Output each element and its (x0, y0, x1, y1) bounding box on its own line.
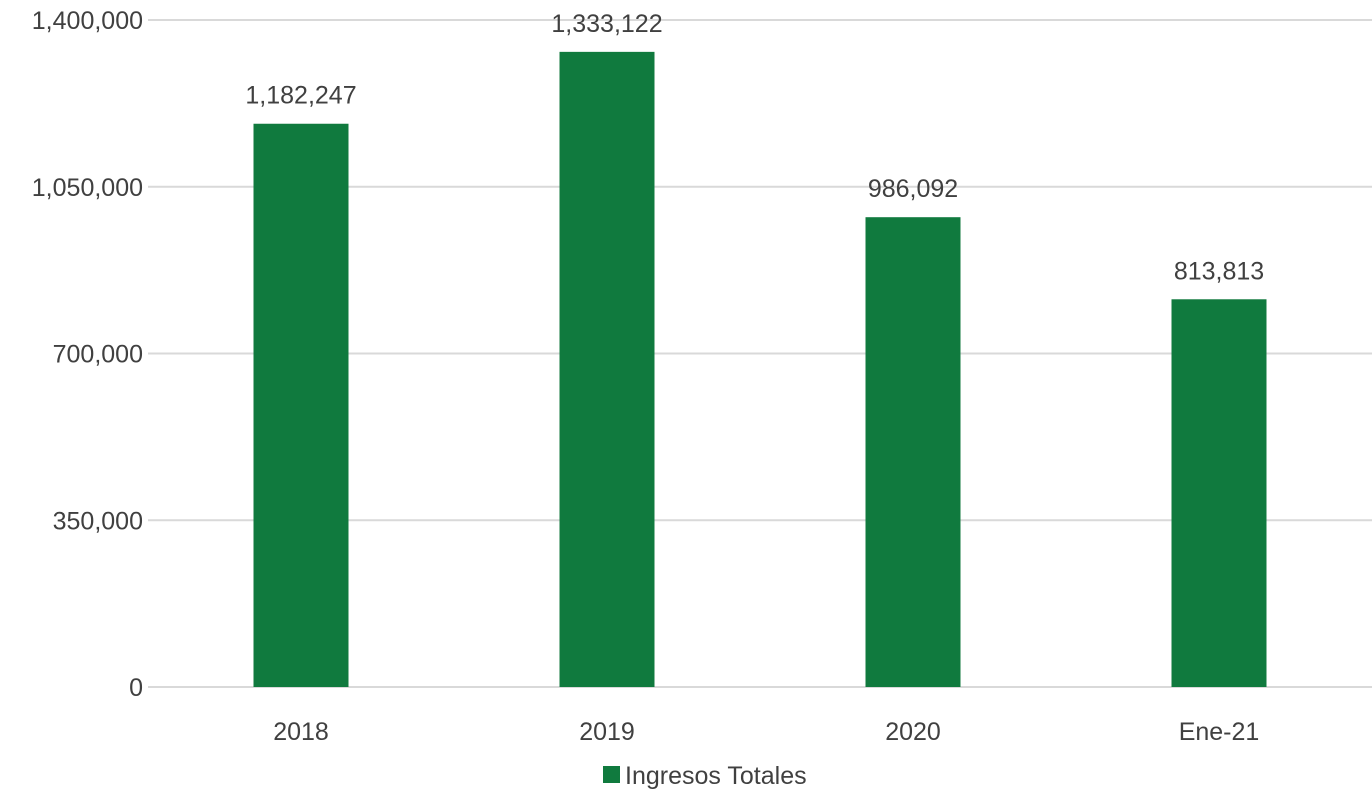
bar (559, 51, 655, 687)
gridlines (148, 19, 1372, 688)
y-axis-tick-labels: 0 350,000 700,000 1,050,000 1,400,000 (32, 7, 143, 702)
data-labels: 1,182,247 1,333,122 986,092 813,813 (245, 10, 1264, 285)
y-tick-label: 0 (129, 674, 143, 702)
data-label: 813,813 (1174, 257, 1264, 285)
data-label: 1,182,247 (245, 82, 356, 110)
x-category-label: 2019 (579, 718, 635, 746)
x-category-label: 2020 (885, 718, 941, 746)
y-tick-label: 1,400,000 (32, 7, 143, 35)
bar (1171, 299, 1267, 687)
x-category-label: 2018 (273, 718, 329, 746)
x-category-label: Ene-21 (1179, 718, 1260, 746)
y-tick-label: 700,000 (53, 341, 143, 369)
bar (865, 217, 961, 687)
y-tick-label: 1,050,000 (32, 174, 143, 202)
legend-swatch (603, 766, 620, 783)
legend-label: Ingresos Totales (625, 762, 807, 790)
legend: Ingresos Totales (603, 762, 807, 790)
x-axis-category-labels: 2018 2019 2020 Ene-21 (273, 718, 1259, 746)
y-tick-label: 350,000 (53, 507, 143, 535)
bar (253, 123, 349, 687)
data-label: 986,092 (868, 175, 958, 203)
data-label: 1,333,122 (551, 10, 662, 38)
bars (253, 51, 1267, 687)
